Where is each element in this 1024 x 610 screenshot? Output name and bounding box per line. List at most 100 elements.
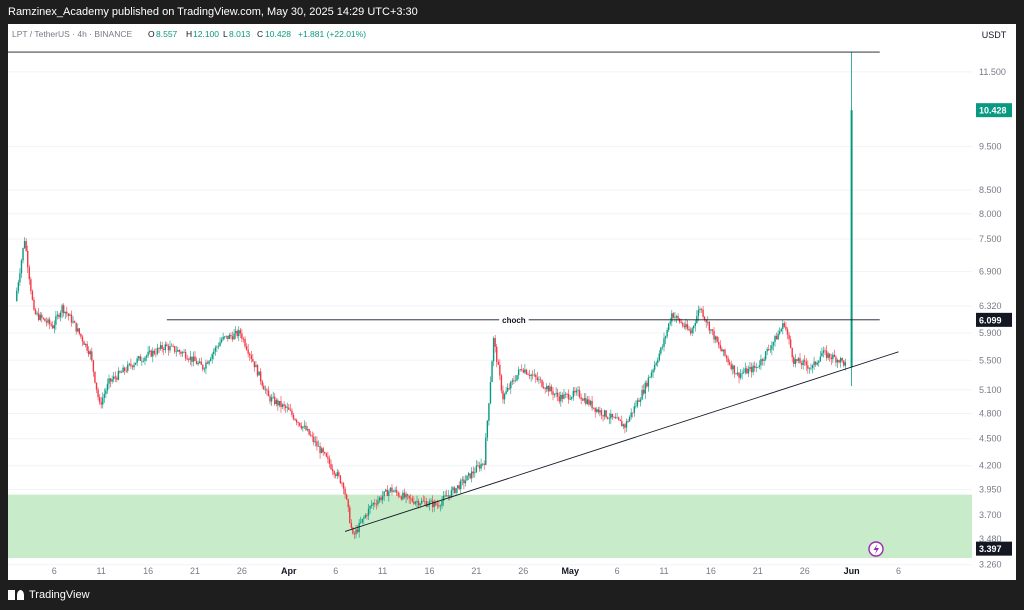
candle bbox=[420, 500, 423, 504]
candle bbox=[514, 380, 517, 382]
candle bbox=[80, 333, 82, 337]
candle bbox=[675, 316, 678, 318]
candle bbox=[247, 349, 249, 354]
candle bbox=[775, 336, 778, 340]
candle bbox=[117, 371, 120, 380]
candle bbox=[239, 330, 242, 334]
candle bbox=[525, 369, 528, 375]
candle bbox=[750, 366, 753, 373]
candle bbox=[177, 350, 179, 352]
candle bbox=[377, 500, 379, 505]
candle bbox=[261, 381, 263, 386]
candle bbox=[718, 341, 720, 345]
candle bbox=[539, 379, 542, 381]
candle bbox=[227, 335, 229, 339]
trendline[interactable] bbox=[344, 351, 899, 532]
candle bbox=[722, 349, 725, 352]
candle bbox=[158, 347, 160, 349]
candle bbox=[70, 314, 73, 323]
candle bbox=[153, 350, 156, 354]
candle bbox=[184, 351, 187, 359]
time-axis[interactable]: 6 11 16 21 26 Apr 6 11 16 21 26 May 6 11 16 21 26 Jun 6 bbox=[52, 566, 901, 576]
candle bbox=[746, 368, 748, 374]
candle bbox=[163, 349, 165, 351]
candle bbox=[414, 502, 417, 504]
candle bbox=[630, 412, 632, 417]
candle bbox=[607, 417, 609, 419]
legend: LPT / TetherUS · 4h · BINANCE O 8.557 H … bbox=[12, 29, 366, 39]
candle bbox=[134, 362, 137, 365]
candle bbox=[613, 417, 615, 418]
candle bbox=[141, 360, 143, 362]
candle bbox=[317, 446, 320, 447]
alert-icon[interactable] bbox=[868, 541, 884, 557]
candle bbox=[59, 312, 62, 318]
drawing-lines[interactable] bbox=[7, 51, 899, 532]
candle bbox=[566, 393, 568, 395]
candle bbox=[438, 505, 440, 507]
candle bbox=[385, 489, 387, 492]
candle bbox=[542, 386, 545, 389]
candle bbox=[198, 361, 201, 363]
candle bbox=[286, 407, 288, 409]
candle bbox=[31, 291, 34, 300]
candle bbox=[694, 323, 696, 326]
candle bbox=[116, 377, 118, 380]
candle bbox=[206, 362, 209, 364]
candle bbox=[322, 448, 324, 453]
candle bbox=[596, 409, 598, 412]
candle bbox=[628, 416, 631, 422]
candle bbox=[494, 338, 496, 347]
candle bbox=[702, 309, 704, 317]
candle bbox=[486, 420, 489, 438]
tradingview-logo[interactable]: TradingView bbox=[8, 589, 90, 601]
candle bbox=[219, 342, 221, 347]
candle bbox=[558, 396, 560, 402]
candle bbox=[264, 389, 267, 391]
price-badges: 10.428 6.099 3.397 bbox=[976, 103, 1012, 556]
candle bbox=[263, 385, 265, 390]
candle bbox=[155, 353, 157, 355]
candle bbox=[103, 394, 106, 398]
candle bbox=[713, 330, 715, 340]
candle bbox=[366, 514, 368, 516]
candle bbox=[807, 365, 809, 369]
last-price-badge-bg bbox=[976, 103, 1012, 118]
price-axis[interactable]: 11.500 9.500 8.500 8.000 7.500 6.900 6.320 5.90… bbox=[979, 67, 1006, 570]
candle bbox=[730, 364, 732, 370]
candle bbox=[369, 506, 371, 509]
candle bbox=[503, 394, 506, 400]
candle bbox=[216, 346, 218, 348]
candle bbox=[683, 325, 686, 328]
time-tick: 21 bbox=[471, 566, 481, 576]
candle bbox=[391, 487, 393, 493]
candle bbox=[41, 314, 43, 318]
candle bbox=[358, 522, 360, 533]
candle bbox=[175, 351, 177, 353]
candle bbox=[707, 321, 709, 323]
candle bbox=[73, 321, 76, 323]
candle bbox=[61, 305, 63, 313]
candle bbox=[309, 434, 312, 436]
candle bbox=[519, 369, 521, 370]
candle bbox=[200, 361, 202, 365]
candle bbox=[123, 367, 126, 371]
candle bbox=[649, 376, 651, 378]
candle bbox=[113, 376, 115, 380]
candle bbox=[810, 367, 812, 369]
price-chart[interactable]: choch LPT / TetherUS · 4h · BINANCE O 8.… bbox=[7, 24, 1016, 580]
candle bbox=[621, 420, 623, 427]
grid-lines bbox=[8, 71, 972, 566]
price-tick: 6.320 bbox=[979, 301, 1002, 311]
chart-panel[interactable]: choch LPT / TetherUS · 4h · BINANCE O 8.… bbox=[7, 24, 1016, 580]
time-tick: 11 bbox=[659, 566, 668, 576]
candle bbox=[374, 503, 376, 504]
candle bbox=[302, 426, 304, 429]
candle bbox=[646, 382, 648, 387]
candle bbox=[682, 322, 684, 326]
time-tick: May bbox=[561, 566, 579, 576]
candle bbox=[818, 361, 820, 363]
candle bbox=[128, 363, 131, 365]
candle bbox=[111, 379, 113, 382]
candle bbox=[466, 475, 468, 481]
